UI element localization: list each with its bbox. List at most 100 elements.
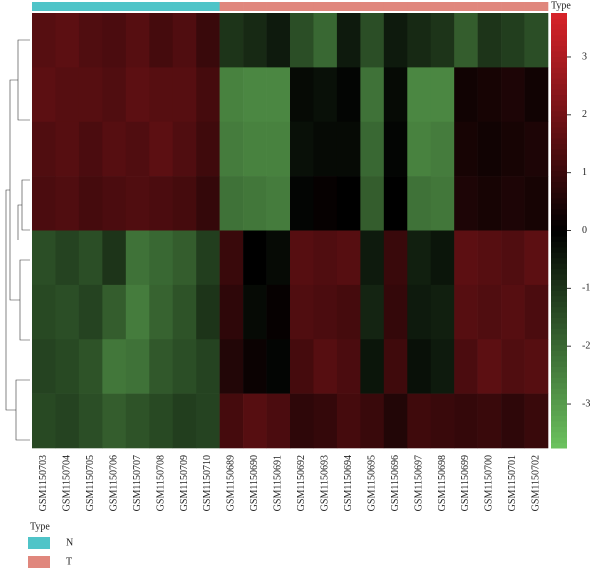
- colorbar-step: [551, 51, 567, 57]
- annotation-cell: [313, 2, 338, 11]
- colorbar-tick-label: -2: [582, 340, 590, 351]
- legend-label: N: [66, 537, 73, 548]
- colorbar-step: [551, 355, 567, 362]
- heatmap-cell: [219, 284, 244, 340]
- heatmap-cell: [290, 339, 314, 394]
- colorbar-step: [551, 23, 567, 30]
- heatmap-cell: [125, 393, 150, 449]
- colorbar-step: [551, 306, 567, 313]
- heatmap-cell: [219, 13, 244, 68]
- colorbar-step: [551, 257, 567, 264]
- heatmap-cell: [407, 176, 432, 231]
- heatmap-cell: [266, 67, 291, 123]
- colorbar-step: [551, 18, 567, 25]
- column-label: GSM1150693: [319, 455, 330, 511]
- colorbar-step: [551, 72, 567, 79]
- colorbar-step: [551, 203, 567, 210]
- heatmap-cell: [313, 339, 338, 394]
- colorbar-step: [551, 192, 567, 199]
- heatmap-cell: [313, 230, 338, 286]
- heatmap-cell: [32, 13, 56, 68]
- heatmap-cell: [125, 13, 150, 68]
- colorbar-step: [551, 415, 567, 422]
- heatmap-cell: [78, 13, 103, 68]
- colorbar-step: [551, 235, 567, 242]
- column-label: GSM1150702: [531, 455, 542, 511]
- colorbar-step: [551, 13, 567, 19]
- colorbar-step: [551, 312, 567, 318]
- heatmap-cell: [243, 176, 267, 231]
- heatmap-cell: [383, 13, 408, 68]
- heatmap-cell: [266, 393, 291, 449]
- colorbar-step: [551, 241, 567, 248]
- heatmap-cell: [78, 393, 103, 449]
- column-label: GSM1150690: [249, 455, 260, 511]
- heatmap-cell: [336, 393, 361, 449]
- colorbar-step: [551, 143, 567, 150]
- heatmap-cell: [477, 121, 502, 177]
- heatmap-cell: [125, 339, 150, 394]
- column-label: GSM1150696: [390, 455, 401, 511]
- heatmap-cell: [313, 393, 338, 449]
- heatmap-cell: [430, 67, 455, 123]
- heatmap-cell: [102, 393, 127, 449]
- colorbar-step: [551, 399, 567, 405]
- heatmap-cell: [266, 13, 291, 68]
- heatmap-cell: [524, 284, 549, 340]
- heatmap-cell: [196, 176, 220, 231]
- heatmap-cell: [360, 176, 385, 231]
- heatmap-cell: [78, 284, 103, 340]
- colorbar-step: [551, 154, 567, 161]
- colorbar-step: [551, 230, 567, 237]
- heatmap-cell: [196, 230, 220, 286]
- heatmap-cell: [336, 67, 361, 123]
- legend-swatch: [28, 537, 50, 549]
- colorbar-step: [551, 442, 567, 449]
- heatmap-cell: [383, 67, 408, 123]
- heatmap-cell: [196, 121, 220, 177]
- annotation-cell: [501, 2, 525, 11]
- annotation-cell: [243, 2, 267, 11]
- colorbar-step: [551, 431, 567, 438]
- heatmap-cell: [125, 176, 150, 231]
- colorbar-step: [551, 176, 567, 183]
- colorbar-step: [551, 409, 567, 416]
- heatmap-cell: [32, 393, 56, 449]
- column-label: GSM1150703: [38, 455, 49, 511]
- heatmap-cell: [407, 67, 432, 123]
- colorbar-step: [551, 45, 567, 52]
- colorbar-step: [551, 121, 567, 128]
- heatmap-cell: [149, 339, 174, 394]
- heatmap-cell: [430, 121, 455, 177]
- heatmap-cell: [407, 121, 432, 177]
- annotation-cell: [430, 2, 455, 11]
- heatmap-cell: [336, 284, 361, 340]
- colorbar-step: [551, 361, 567, 367]
- heatmap-cell: [102, 13, 127, 68]
- colorbar-step: [551, 159, 567, 166]
- annotation-cell: [336, 2, 361, 11]
- heatmap-cell: [501, 230, 525, 286]
- colorbar-step: [551, 279, 567, 286]
- annotation-cell: [78, 2, 103, 11]
- colorbar-step: [551, 366, 567, 373]
- heatmap-cell: [524, 230, 549, 286]
- colorbar-tick-label: -1: [582, 283, 590, 294]
- heatmap-cell: [407, 339, 432, 394]
- heatmap-cell: [524, 176, 549, 231]
- annotation-cell: [149, 2, 174, 11]
- heatmap-cell: [313, 67, 338, 123]
- heatmap-cell: [55, 176, 80, 231]
- heatmap-cell: [454, 284, 478, 340]
- column-label: GSM1150694: [343, 455, 354, 511]
- column-label: GSM1150706: [108, 455, 119, 511]
- colorbar-step: [551, 225, 567, 231]
- colorbar-step: [551, 40, 567, 47]
- colorbar-step: [551, 301, 567, 308]
- heatmap-cell: [524, 13, 549, 68]
- colorbar-step: [551, 116, 567, 123]
- heatmap-cell: [454, 230, 478, 286]
- colorbar-tick-label: 3: [582, 51, 587, 62]
- heatmap-cell: [501, 339, 525, 394]
